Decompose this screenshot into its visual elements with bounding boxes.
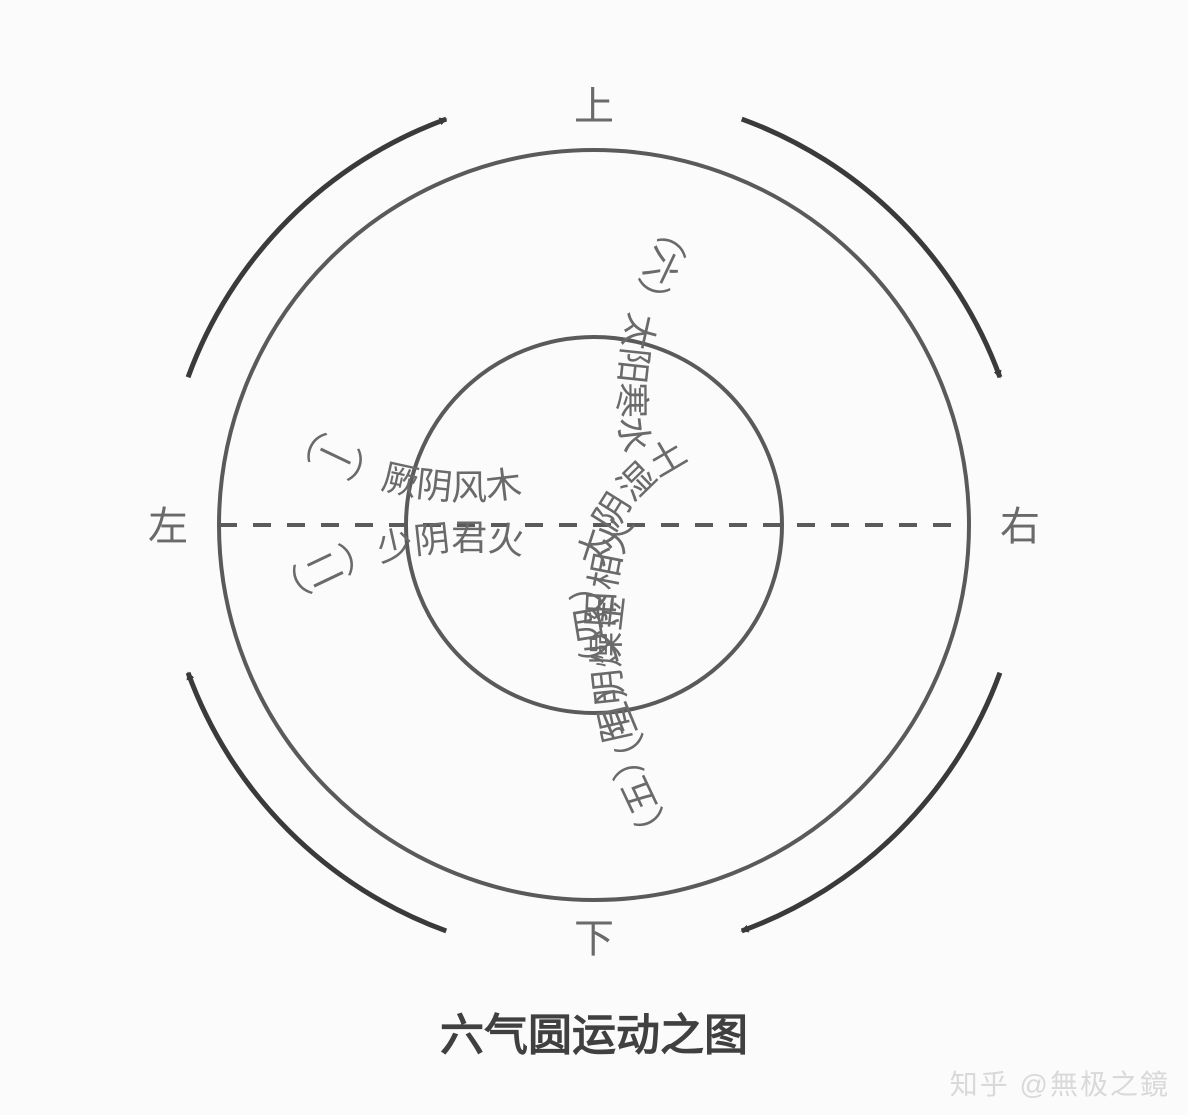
- motion-arrow-4: [188, 673, 446, 931]
- cardinal-top: 上: [574, 84, 614, 129]
- ring-label-six: （六）太阳寒水: [611, 209, 704, 455]
- six-qi-circular-diagram: 上下左右六气圆运动之图（二）少阴君火（五）阳明燥金（三）少阳相火（一）厥阴风木（…: [0, 0, 1188, 1115]
- cardinal-bottom: 下: [574, 916, 614, 961]
- diagram-title: 六气圆运动之图: [440, 1011, 748, 1060]
- motion-arrow-2: [742, 119, 1000, 377]
- motion-arrow-1: [188, 119, 446, 377]
- motion-arrow-3: [742, 673, 1000, 931]
- ring-label-two: （二）少阴君火: [266, 518, 527, 615]
- watermark: 知乎 @無极之鏡: [950, 1063, 1170, 1103]
- ring-label-one: （一）厥阴风木: [278, 415, 524, 508]
- cardinal-left: 左: [148, 504, 188, 549]
- watermark-text: 知乎 @無极之鏡: [950, 1069, 1170, 1100]
- cardinal-right: 右: [1000, 504, 1040, 549]
